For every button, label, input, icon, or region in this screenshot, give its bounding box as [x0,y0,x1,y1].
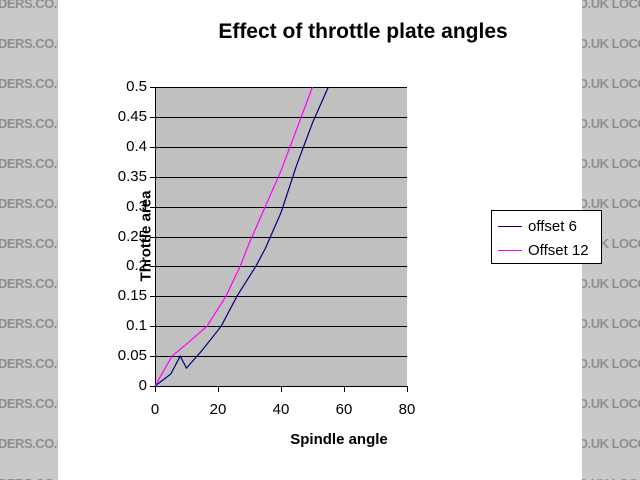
watermark-text: O.UK LOCOST [580,36,640,51]
y-tick-label: 0.3 [126,197,147,215]
legend-label: Offset 12 [528,241,589,259]
y-tick-label: 0 [138,377,147,394]
y-tick-label: 0.1 [126,317,147,335]
legend-item-offset-6: offset 6 [498,216,577,236]
watermark-text: DERS.CO.UK L [0,276,60,291]
watermark-text: DERS.CO.UK L [0,236,60,251]
y-tick-label: 0.05 [117,347,147,365]
watermark-text: O.UK LOCOST [580,76,640,91]
plot-area [150,86,408,392]
legend-item-offset-12: Offset 12 [498,240,589,260]
y-tick-label: 0.35 [117,167,147,185]
x-tick-label: 20 [209,401,227,418]
legend: offset 6 Offset 12 [491,210,602,264]
watermark-text: O.UK LOCOST [580,276,640,291]
y-tick-label: 0.2 [126,257,147,275]
watermark-right: O.UK LOCOST O.UK LOCOST O.UK LOCOST O.UK LO… [580,0,640,480]
series-line-0 [154,86,329,387]
y-tick-label: 0.25 [117,227,147,245]
watermark-text: DERS.CO.UK L [0,36,60,51]
watermark-text: DERS.CO.UK L [0,196,60,211]
x-axis-title: Spindle angle [290,431,388,448]
series-line-1 [154,86,314,387]
watermark-text: DERS.CO.UK L [0,156,60,171]
watermark-text: O.UK LOCOST [580,196,640,211]
chart-title: Effect of throttle plate angles [218,20,508,43]
legend-label: offset 6 [528,217,577,235]
y-tick-label: 0.4 [126,137,147,155]
legend-swatch-offset-6 [498,225,522,227]
watermark-text: O.UK LOCOST [580,436,640,451]
x-tick-label: 0 [150,401,160,418]
watermark-text: DERS.CO.UK L [0,436,60,451]
watermark-text: O.UK LOCOST [580,356,640,371]
y-tick-label: 0.15 [117,287,147,305]
watermark-text: O.UK LOCOST [580,396,640,411]
watermark-text: O.UK LOCOST [580,476,640,480]
watermark-text: DERS.CO.UK L [0,76,60,91]
watermark-left: DERS.CO.UK L DERS.CO.UK L DERS.CO.UK L DERS… [0,0,60,480]
watermark-text: DERS.CO.UK L [0,396,60,411]
x-tick-label: 40 [272,401,290,418]
watermark-text: DERS.CO.UK L [0,476,60,480]
watermark-text: DERS.CO.UK L [0,0,60,11]
watermark-text: DERS.CO.UK L [0,116,60,131]
watermark-text: O.UK LOCOST [580,116,640,131]
y-tick-label: 0.5 [126,78,147,95]
chart-panel: Effect of throttle plate angles Throttle… [58,0,602,480]
x-tick-label: 80 [398,401,416,418]
legend-swatch-offset-12 [498,249,522,251]
y-tick-label: 0.45 [117,107,147,125]
x-tick-label: 60 [335,401,353,418]
watermark-text: O.UK LOCOST [580,156,640,171]
watermark-text: O.UK LOCOST [580,316,640,331]
watermark-text: O.UK LOCOST [580,0,640,11]
watermark-text: DERS.CO.UK L [0,356,60,371]
watermark-text: DERS.CO.UK L [0,316,60,331]
plot-background [155,87,407,386]
